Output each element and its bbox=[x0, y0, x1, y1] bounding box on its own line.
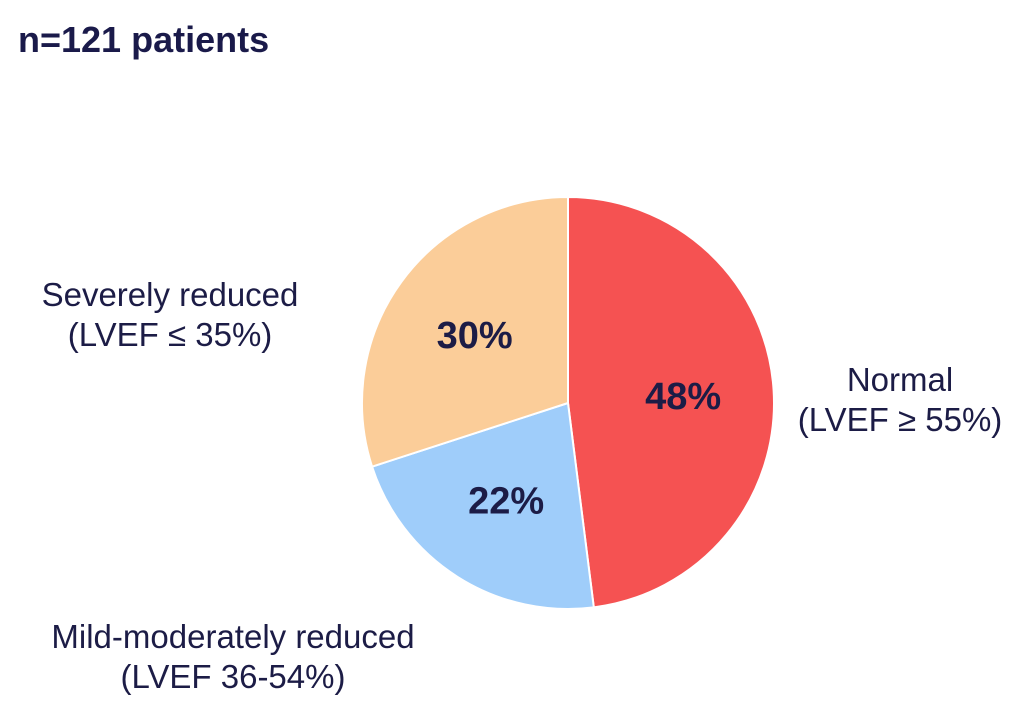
category-labels: Normal (LVEF ≥ 55%) Mild-moderately reduce… bbox=[42, 276, 1003, 695]
category-label-line: Severely reduced bbox=[42, 276, 299, 313]
category-label-line: (LVEF 36-54%) bbox=[121, 658, 346, 695]
slice-value-label-0: 48% bbox=[645, 376, 721, 418]
category-label-line: Mild-moderately reduced bbox=[51, 618, 414, 655]
category-label-1: Mild-moderately reduced (LVEF 36-54%) bbox=[51, 618, 414, 695]
category-label-line: (LVEF ≤ 35%) bbox=[68, 316, 273, 353]
category-label-line: Normal bbox=[847, 361, 953, 398]
slice-value-label-1: 22% bbox=[468, 480, 544, 522]
category-label-0: Normal (LVEF ≥ 55%) bbox=[798, 361, 1003, 438]
pie-slice-0 bbox=[567, 195, 776, 609]
category-label-2: Severely reduced (LVEF ≤ 35%) bbox=[42, 276, 299, 353]
slice-value-label-2: 30% bbox=[437, 315, 513, 357]
chart-title: n=121 patients bbox=[18, 19, 269, 60]
category-label-line: (LVEF ≥ 55%) bbox=[798, 401, 1003, 438]
pie-slice-2 bbox=[361, 195, 569, 468]
pie-slices bbox=[361, 195, 776, 610]
slice-value-labels: 48% 22% 30% bbox=[437, 315, 722, 522]
pie-slice-1 bbox=[370, 401, 595, 610]
